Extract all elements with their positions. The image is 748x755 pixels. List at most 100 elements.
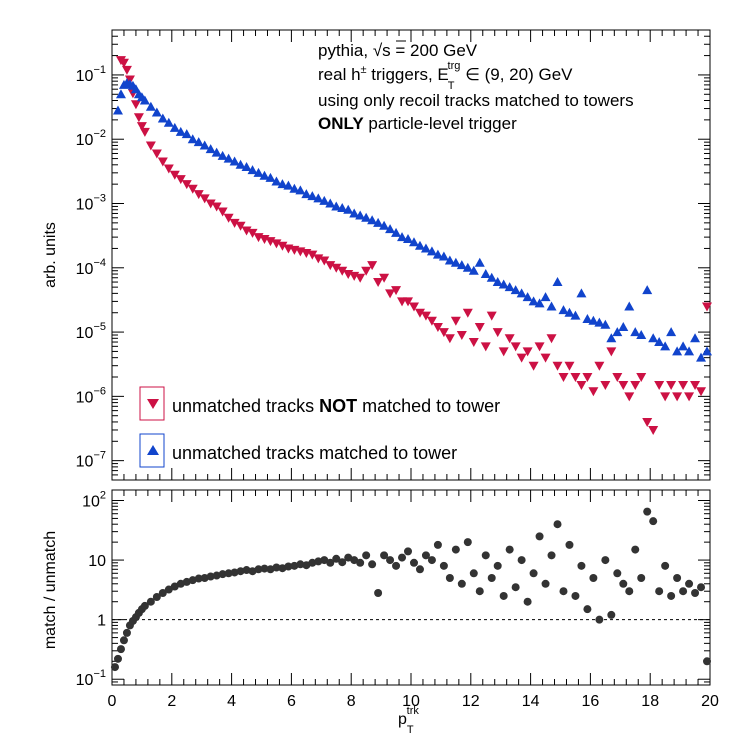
series-0-point-12: [152, 592, 161, 601]
series-0-point-94: [654, 381, 665, 391]
top-y-tick-label: 10−5: [76, 321, 106, 342]
series-0-point-80: [570, 373, 581, 383]
series-1-point-65: [474, 257, 485, 267]
series-0-point-36: [296, 560, 305, 569]
series-0-point-37: [302, 561, 311, 570]
series-1-point-78: [552, 277, 563, 287]
series-0-point-50: [391, 286, 402, 296]
series-0-point-50: [380, 551, 389, 560]
series-0-point-53: [408, 302, 419, 312]
series-0-point-85: [589, 574, 598, 583]
series-1-point-41: [331, 201, 342, 211]
series-0-point-46: [367, 261, 378, 271]
series-0-point-75: [529, 569, 538, 578]
series-1-point-51: [391, 227, 402, 237]
series-0-point-9: [145, 141, 156, 151]
top-y-tick-label: 10−4: [76, 257, 106, 278]
series-1-point-20: [205, 144, 216, 154]
legend-swatch-not-matched: [139, 386, 165, 421]
x-tick-label: 2: [167, 693, 176, 710]
series-0-point-91: [636, 373, 647, 383]
series-0-point-66: [486, 311, 497, 321]
legend-label-matched: unmatched tracks matched to tower: [172, 443, 457, 463]
series-0-point-76: [535, 532, 544, 541]
series-0-point-86: [606, 347, 617, 357]
series-0-point-74: [534, 342, 545, 352]
series-0-point-63: [468, 338, 479, 348]
series-0-point-26: [236, 567, 245, 576]
series-0-point-17: [193, 190, 204, 200]
bottom-y-tick-label: 102: [82, 489, 106, 510]
series-0-point-42: [332, 554, 341, 563]
series-1-point-84: [588, 315, 599, 325]
series-1-point-64: [468, 265, 479, 275]
legend-swatch-matched: [139, 433, 165, 468]
series-0-point-51: [386, 556, 395, 565]
series-0-point-80: [559, 587, 568, 596]
series-0-point-81: [565, 540, 574, 549]
series-0-point-87: [601, 556, 610, 565]
series-0-point-48: [368, 560, 377, 569]
series-0-point-47: [362, 551, 371, 560]
series-0-point-97: [672, 392, 683, 402]
series-0-point-56: [415, 565, 424, 574]
x-tick-label: 12: [462, 693, 480, 710]
series-1-point-13: [163, 117, 174, 127]
series-0-point-8: [139, 127, 150, 137]
series-0-point-4: [122, 628, 131, 637]
annotation-line-3: using only recoil tracks matched to towe…: [318, 91, 634, 110]
series-1-point-63: [462, 262, 473, 272]
series-1-point-40: [325, 198, 336, 208]
series-1-point-25: [235, 159, 246, 169]
series-0-point-74: [523, 597, 532, 606]
series-0-point-69: [504, 334, 515, 344]
series-1-point-31: [271, 176, 282, 186]
series-0-point-99: [673, 574, 682, 583]
series-0-point-18: [199, 194, 210, 204]
series-0-point-102: [702, 302, 713, 312]
series-0-point-53: [398, 553, 407, 562]
series-1-point-69: [498, 279, 509, 289]
series-0-point-92: [631, 545, 640, 554]
series-0-point-58: [427, 556, 436, 565]
series-1-point-33: [283, 180, 294, 190]
series-0-point-95: [660, 392, 671, 402]
series-1-point-0: [112, 105, 123, 115]
series-0-point-60: [450, 316, 461, 326]
series-0-point-13: [158, 589, 167, 598]
series-1-point-35: [295, 185, 306, 195]
series-1-point-76: [540, 292, 551, 302]
series-1-point-97: [666, 327, 677, 337]
top-x-ticks: [111, 30, 711, 480]
series-0-point-38: [308, 558, 317, 567]
series-1-point-14: [169, 122, 180, 132]
series-0-point-59: [444, 334, 455, 344]
series-0-point-68: [498, 347, 509, 357]
series-0-point-20: [211, 202, 222, 212]
series-0-point-85: [600, 381, 611, 391]
series-0-point-90: [630, 381, 641, 391]
series-0-point-1: [113, 654, 122, 663]
series-0-point-61: [445, 574, 454, 583]
series-1-point-101: [690, 333, 701, 343]
series-0-point-2: [116, 645, 125, 654]
series-1-point-49: [379, 220, 390, 230]
series-0-point-104: [703, 657, 712, 666]
series-1-point-56: [420, 243, 431, 253]
x-tick-label: 10: [402, 693, 420, 710]
series-0-point-44: [355, 273, 366, 283]
annotation-line-1: pythia, √s = 200 GeV: [318, 41, 478, 60]
series-0-point-77: [552, 361, 563, 371]
series-1-point-11: [151, 107, 162, 117]
series-0-point-66: [475, 587, 484, 596]
series-0-point-90: [619, 579, 628, 588]
series-1-point-75: [534, 298, 545, 308]
series-0-point-36: [307, 250, 318, 260]
series-0-point-25: [241, 226, 252, 236]
series-0-point-24: [235, 221, 246, 231]
series-0-point-70: [510, 342, 521, 352]
series-0-point-0: [110, 663, 119, 672]
series-0-point-68: [487, 574, 496, 583]
legend-entry-not-matched: unmatched tracks NOT matched to tower: [139, 386, 500, 421]
series-0-point-30: [271, 239, 282, 249]
